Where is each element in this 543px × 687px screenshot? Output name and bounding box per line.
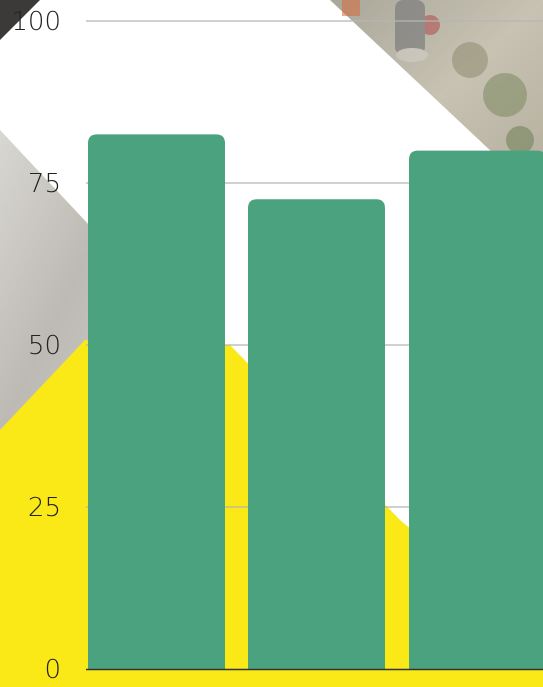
y-tick-label-50: 50: [28, 331, 61, 361]
bars: [88, 134, 543, 669]
background-photo-left: [0, 130, 150, 430]
y-tick-label-75: 75: [28, 169, 61, 199]
y-tick-label-0: 0: [44, 655, 61, 685]
bar-3: [409, 150, 543, 669]
y-tick-labels: 0 25 50 75 100: [11, 7, 61, 685]
y-tick-label-25: 25: [28, 493, 61, 523]
background-photo-top: [330, 0, 543, 200]
background-dark-corner: [0, 0, 40, 40]
background-photo-top-detail: [342, 0, 534, 154]
bar-2: [248, 199, 385, 669]
y-tick-label-100: 100: [11, 7, 61, 37]
bar-1: [88, 134, 225, 669]
